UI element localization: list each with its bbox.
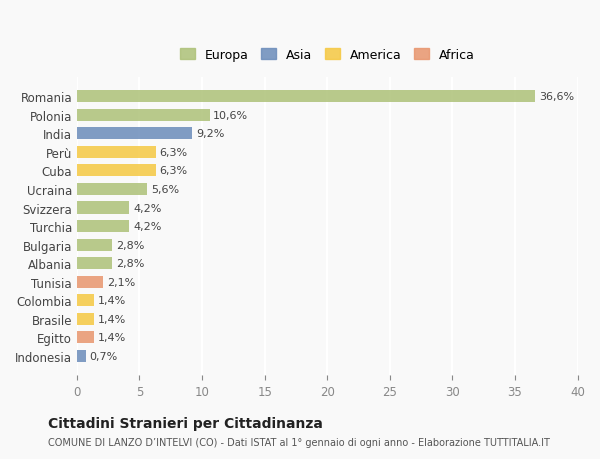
Bar	[77, 184, 147, 196]
Bar	[77, 331, 94, 343]
Text: 2,8%: 2,8%	[116, 258, 144, 269]
Bar	[77, 110, 209, 122]
Text: 2,1%: 2,1%	[107, 277, 135, 287]
Text: 4,2%: 4,2%	[133, 222, 161, 231]
Bar	[77, 146, 156, 159]
Bar	[77, 202, 130, 214]
Bar	[77, 276, 103, 288]
Bar	[77, 239, 112, 251]
Text: 1,4%: 1,4%	[98, 314, 127, 324]
Text: 1,4%: 1,4%	[98, 296, 127, 305]
Text: 10,6%: 10,6%	[214, 111, 248, 121]
Bar	[77, 257, 112, 269]
Text: COMUNE DI LANZO D’INTELVI (CO) - Dati ISTAT al 1° gennaio di ogni anno - Elabora: COMUNE DI LANZO D’INTELVI (CO) - Dati IS…	[48, 437, 550, 447]
Text: 5,6%: 5,6%	[151, 185, 179, 195]
Text: 9,2%: 9,2%	[196, 129, 224, 139]
Legend: Europa, Asia, America, Africa: Europa, Asia, America, Africa	[176, 45, 479, 66]
Text: Cittadini Stranieri per Cittadinanza: Cittadini Stranieri per Cittadinanza	[48, 416, 323, 430]
Bar	[77, 295, 94, 307]
Text: 1,4%: 1,4%	[98, 332, 127, 342]
Bar	[77, 220, 130, 233]
Text: 4,2%: 4,2%	[133, 203, 161, 213]
Text: 36,6%: 36,6%	[539, 92, 574, 102]
Bar	[77, 128, 192, 140]
Bar	[77, 350, 86, 362]
Text: 0,7%: 0,7%	[89, 351, 118, 361]
Bar	[77, 313, 94, 325]
Bar	[77, 91, 535, 103]
Text: 2,8%: 2,8%	[116, 240, 144, 250]
Text: 6,3%: 6,3%	[160, 148, 188, 157]
Bar	[77, 165, 156, 177]
Text: 6,3%: 6,3%	[160, 166, 188, 176]
